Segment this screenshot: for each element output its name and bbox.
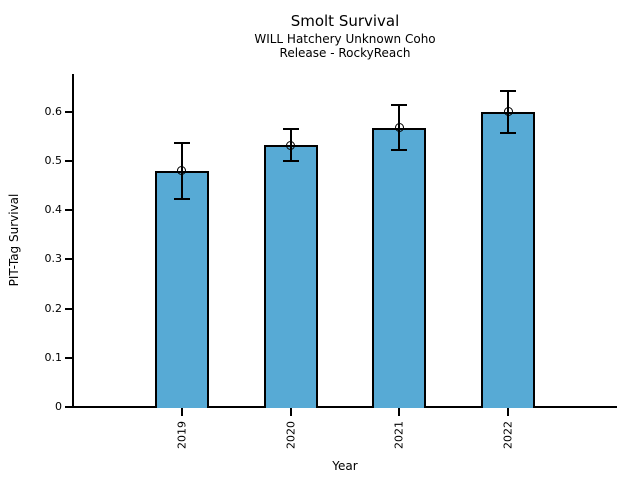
x-tick-mark <box>507 408 510 416</box>
error-bar-cap-top <box>173 141 190 144</box>
y-tick-mark <box>65 356 73 359</box>
error-bar-cap-top <box>391 103 408 106</box>
chart-title: Smolt Survival <box>290 12 400 30</box>
y-tick-label: 0.3 <box>44 252 63 266</box>
data-point-marker <box>503 107 513 117</box>
y-axis-spine <box>72 74 74 408</box>
bar-2019 <box>154 170 209 408</box>
error-bar-cap-bottom <box>173 197 190 200</box>
x-tick-mark <box>289 408 292 416</box>
y-tick-mark <box>65 258 73 261</box>
data-point-marker <box>286 140 296 150</box>
y-tick-label: 0.2 <box>44 301 63 315</box>
x-tick-label: 2021 <box>392 421 406 449</box>
x-tick-mark <box>180 408 183 416</box>
y-tick-mark <box>65 406 73 408</box>
y-tick-mark <box>65 110 73 113</box>
error-bar-cap-bottom <box>500 132 517 135</box>
bar-2020 <box>263 145 318 408</box>
error-bar-cap-top <box>500 89 517 92</box>
x-axis-label: Year <box>332 459 358 473</box>
y-tick-mark <box>65 160 73 163</box>
y-tick-label: 0.1 <box>44 350 63 364</box>
error-bar-cap-bottom <box>282 160 299 163</box>
y-tick-label: 0.5 <box>44 154 63 168</box>
data-point-marker <box>394 123 404 133</box>
x-tick-label: 2019 <box>175 421 189 449</box>
y-tick-label: 0 <box>55 400 62 413</box>
chart-subtitle-hatchery: WILL Hatchery Unknown Coho <box>254 32 436 46</box>
bar-2021 <box>372 127 427 408</box>
bar-2022 <box>481 111 536 408</box>
error-bar-cap-top <box>282 128 299 131</box>
x-axis-spine <box>72 406 617 408</box>
chart-subtitle-release: Release - RockyReach <box>279 46 411 60</box>
x-tick-label: 2022 <box>501 421 515 449</box>
x-tick-mark <box>398 408 401 416</box>
y-tick-mark <box>65 209 73 212</box>
data-point-marker <box>177 166 187 176</box>
y-tick-label: 0.4 <box>44 203 63 217</box>
y-tick-mark <box>65 307 73 310</box>
error-bar-cap-bottom <box>391 149 408 152</box>
y-tick-label: 0.6 <box>44 104 63 118</box>
x-tick-label: 2020 <box>284 421 298 449</box>
